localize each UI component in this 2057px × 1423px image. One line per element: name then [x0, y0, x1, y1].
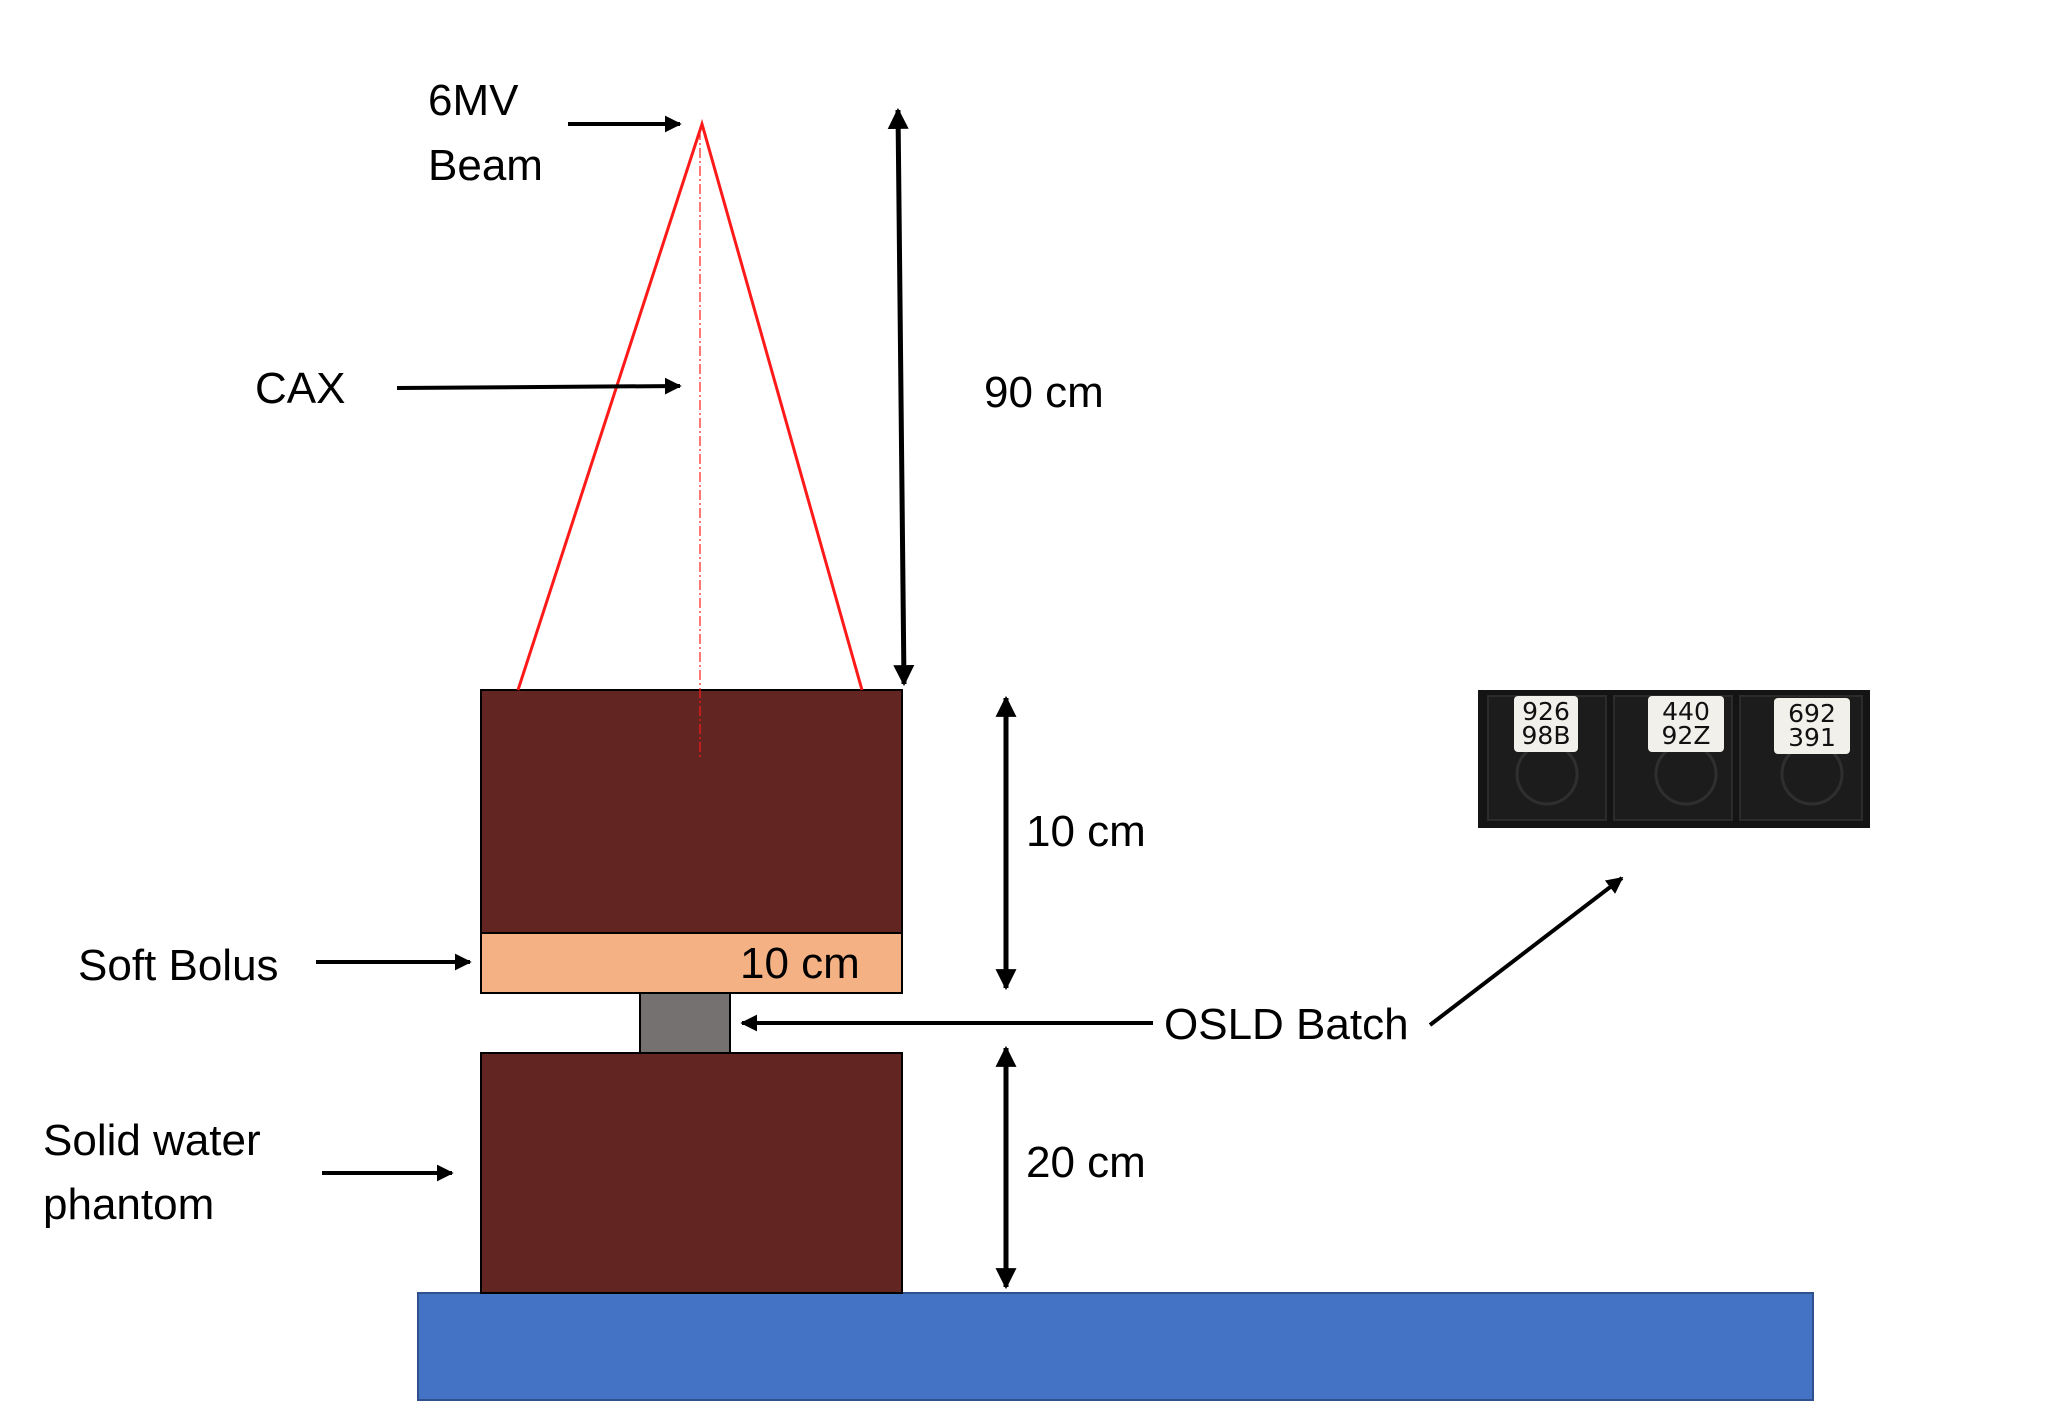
phantom-label-line1: Solid water	[43, 1116, 261, 1165]
beam-edges	[516, 118, 864, 691]
osld-chip-id-line2: 98B	[1522, 721, 1571, 750]
osld-chip-sticker	[1774, 698, 1850, 754]
osld-chip-sticker	[1648, 696, 1724, 752]
phantom-label-line2: phantom	[43, 1180, 214, 1229]
osld-chip: 692 391	[1739, 695, 1863, 821]
lower-phantom-block	[480, 1052, 903, 1294]
osld-chip: 926 98B	[1487, 695, 1607, 821]
osld-chip: 440 92Z	[1613, 695, 1733, 821]
soft-bolus-layer	[480, 932, 903, 994]
distance-90cm-label: 90 cm	[984, 368, 1104, 417]
osld-batch-label: OSLD Batch	[1164, 1000, 1409, 1049]
photo-pointer-arrow	[1428, 876, 1624, 1027]
distance-20cm-label: 20 cm	[1026, 1138, 1146, 1187]
treatment-table	[417, 1292, 1814, 1401]
upper-phantom-block	[480, 689, 903, 934]
bolus-thickness-label: 10 cm	[740, 939, 860, 988]
osld-chip-id-line1: 692	[1788, 699, 1836, 728]
osld-chip-id-line1: 440	[1662, 697, 1710, 726]
distance-90cm-arrow	[887, 107, 915, 687]
beam-label-line1: 6MV	[428, 76, 519, 125]
osld-photo: 926 98B 440 92Z 692 391	[1478, 690, 1870, 828]
distance-10cm-label: 10 cm	[1026, 807, 1146, 856]
osld-chip-sticker	[1514, 696, 1578, 752]
cax-label: CAX	[255, 364, 345, 413]
osld-chip-id-line2: 92Z	[1662, 721, 1711, 750]
cax-pointer-arrow	[396, 377, 682, 395]
beam-label-line2: Beam	[428, 141, 543, 190]
osld-batch-block	[639, 992, 731, 1054]
osld-chip-id-line2: 391	[1788, 723, 1836, 752]
soft-bolus-label: Soft Bolus	[78, 941, 279, 990]
osld-chip-id-line1: 926	[1522, 697, 1570, 726]
